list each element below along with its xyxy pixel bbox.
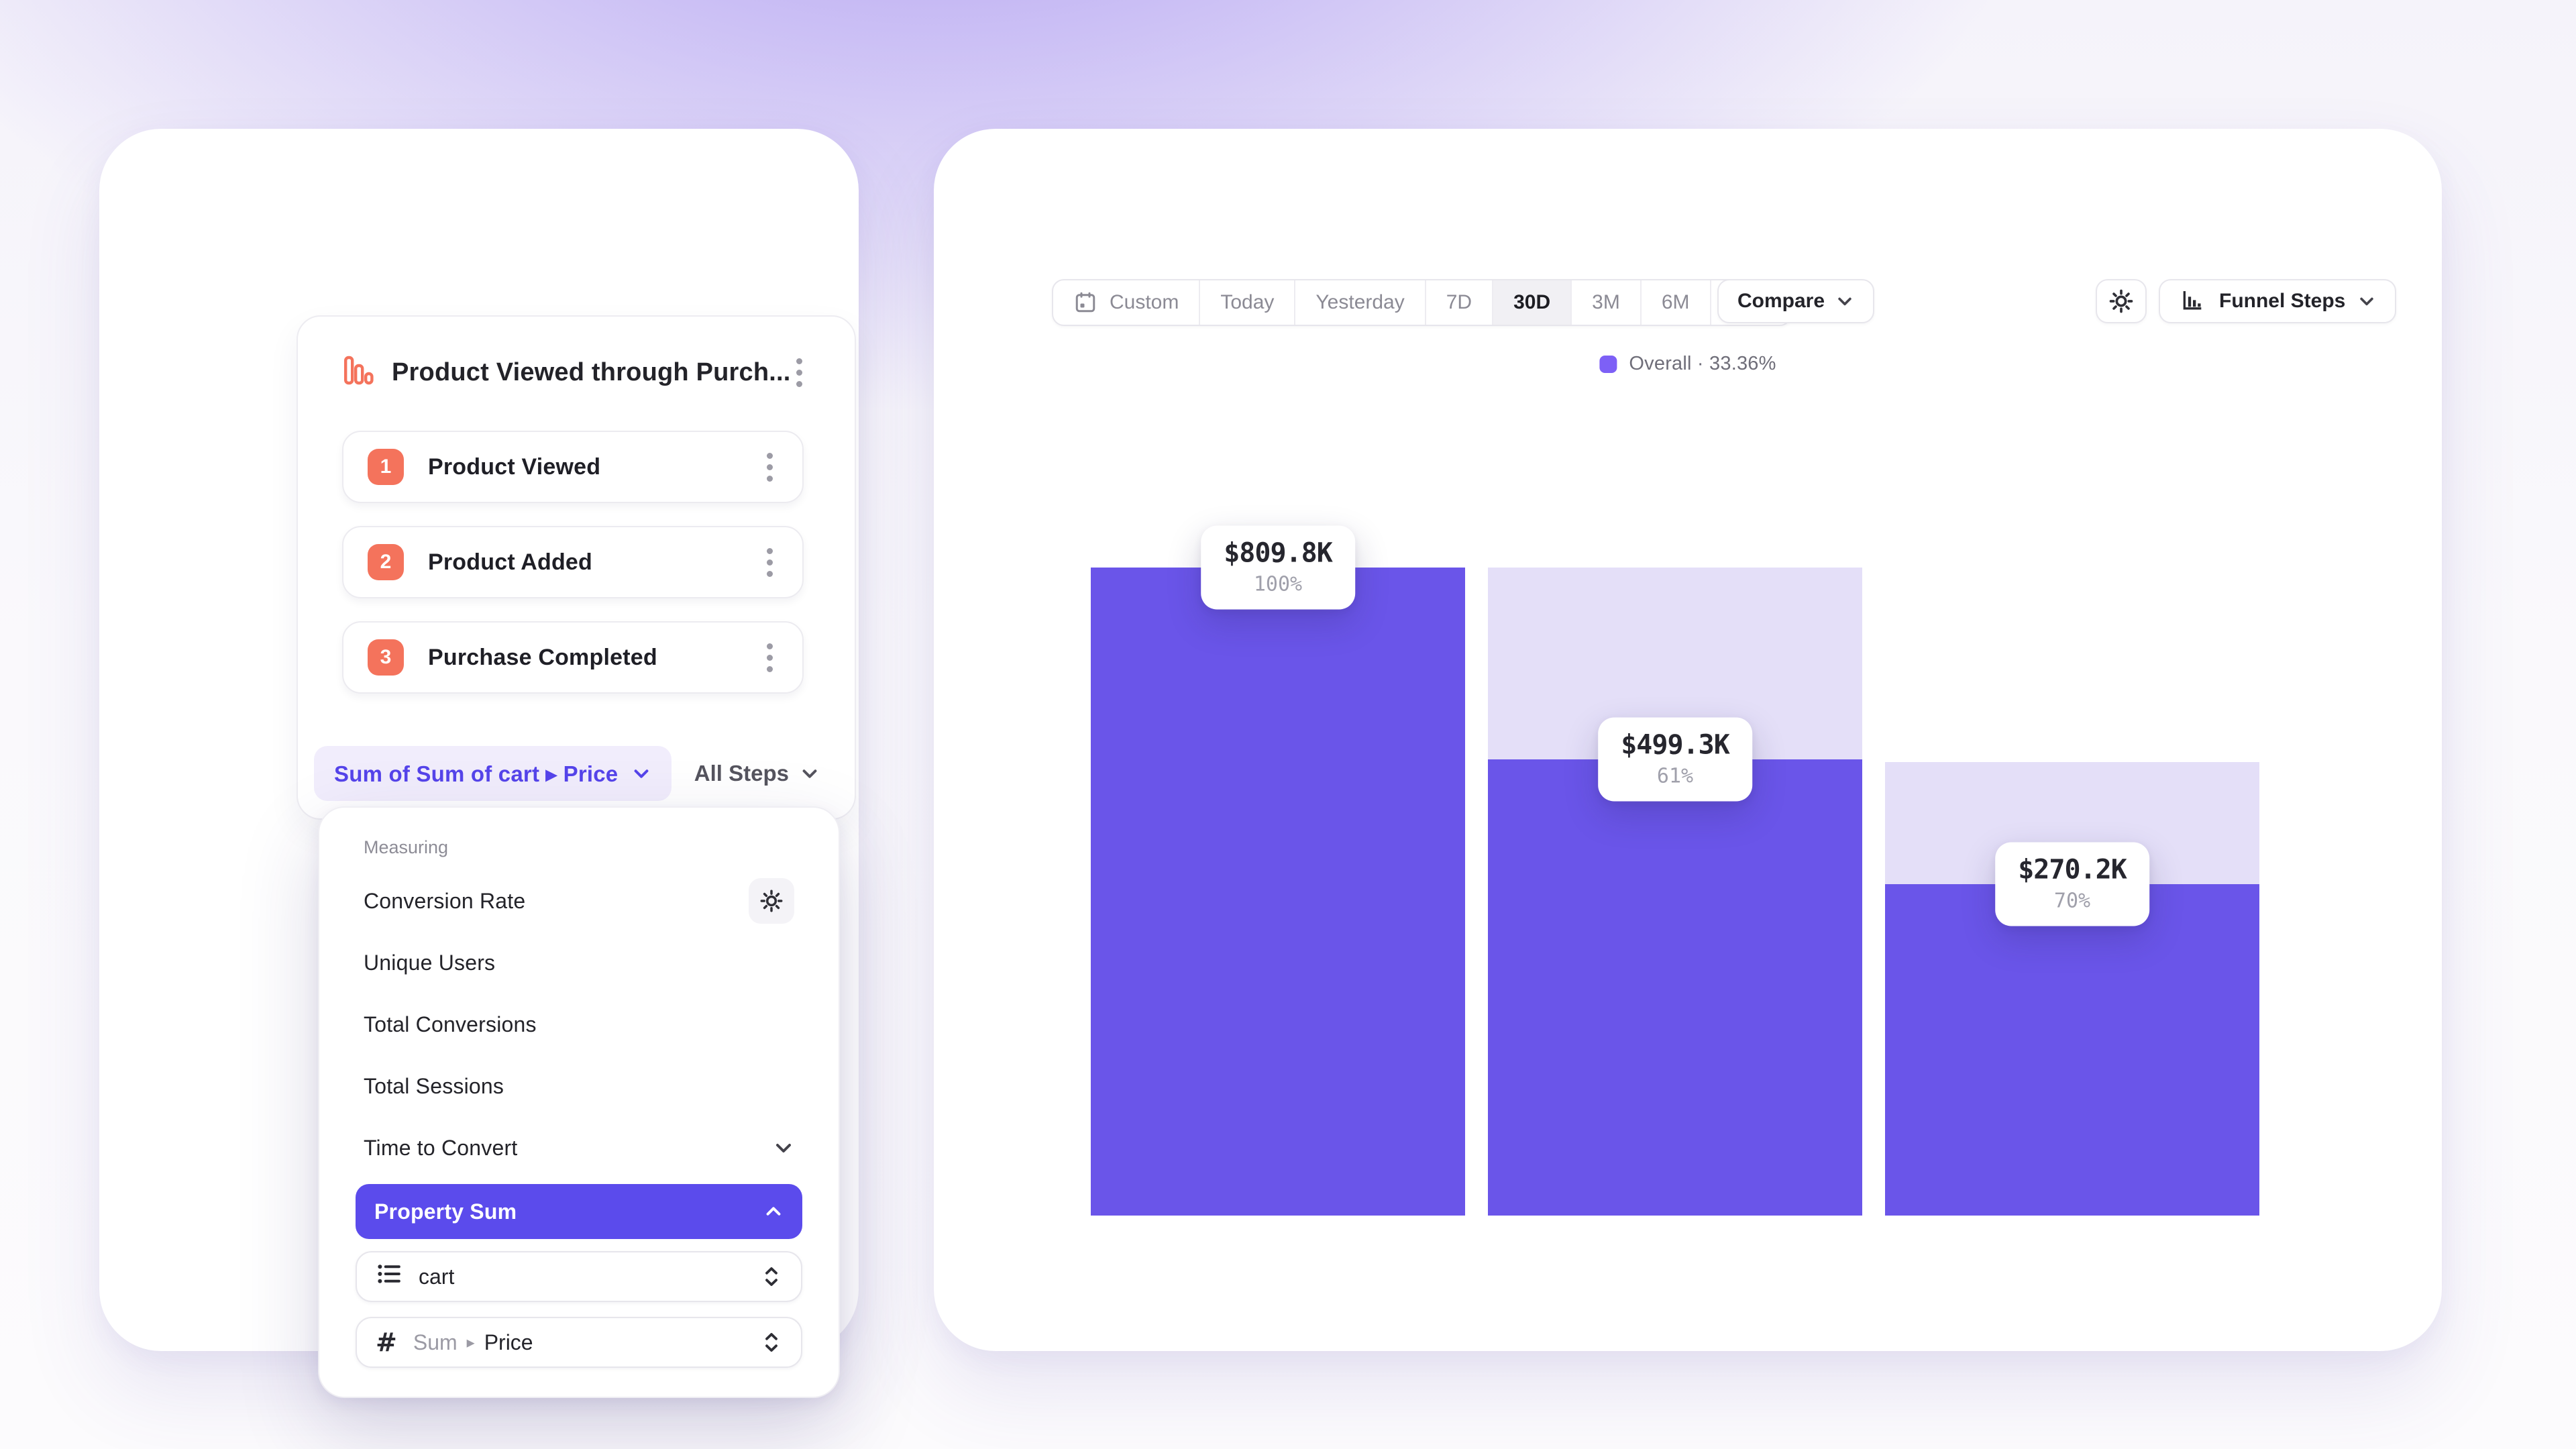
bar-value: $809.8K	[1224, 537, 1333, 569]
funnel-bar-group-1: $809.8K 100%	[1091, 525, 1465, 1216]
steps-scope-dropdown[interactable]: All Steps	[694, 761, 820, 786]
breadcrumb-arrow: ▸	[466, 1333, 475, 1352]
chart-legend: Overall · 33.36%	[1599, 353, 1776, 375]
funnel-bar-tooltip: $499.3K 61%	[1598, 717, 1752, 802]
gear-icon[interactable]	[749, 878, 794, 924]
step-number-badge: 1	[368, 449, 404, 485]
bar-percent: 70%	[2053, 889, 2091, 913]
compare-button[interactable]: Compare	[1717, 279, 1875, 323]
chevron-down-icon	[773, 1137, 794, 1159]
legend-label: Overall · 33.36%	[1629, 353, 1776, 374]
range-yesterday[interactable]: Yesterday	[1294, 280, 1424, 325]
menu-item-time-to-convert[interactable]: Time to Convert	[356, 1117, 802, 1179]
steps-scope-label: All Steps	[694, 761, 789, 786]
chevron-down-icon	[2357, 292, 2376, 311]
property-select[interactable]: cart	[356, 1251, 802, 1302]
menu-item-total-sessions[interactable]: Total Sessions	[364, 1073, 504, 1098]
funnel-step-row[interactable]: 2 Product Added	[342, 526, 804, 598]
bar-percent: 100%	[1253, 572, 1303, 596]
select-chevrons-icon	[761, 1330, 782, 1354]
funnel-bar-group-3: $270.2K 70%	[1885, 762, 2259, 1216]
step-label: Product Added	[428, 549, 592, 575]
range-today[interactable]: Today	[1199, 280, 1294, 325]
query-title: Product Viewed through Purch...	[392, 358, 791, 386]
step-number-badge: 3	[368, 639, 404, 676]
property-select-value: cart	[419, 1264, 455, 1289]
chevron-down-icon	[631, 763, 651, 784]
menu-item-total-conversions[interactable]: Total Conversions	[364, 1012, 537, 1036]
funnel-steps-list: 1 Product Viewed 2 Product Added 3 Purch…	[342, 431, 804, 694]
query-footer: Sum of Sum of cart ▸ Price All Steps	[314, 746, 820, 801]
range-7d[interactable]: 7D	[1424, 280, 1492, 325]
funnel-builder-panel: Product Viewed through Purch... 1 Produc…	[99, 129, 859, 1398]
bar-percent: 61%	[1656, 764, 1694, 788]
kebab-menu-icon[interactable]	[761, 543, 778, 582]
range-30d-selected[interactable]: 30D	[1492, 280, 1571, 325]
bar-value: $270.2K	[2018, 854, 2127, 885]
measure-dropdown[interactable]: Sum of Sum of cart ▸ Price	[314, 746, 672, 801]
list-icon	[376, 1260, 402, 1293]
chevron-down-icon	[1835, 292, 1854, 311]
range-3m[interactable]: 3M	[1570, 280, 1640, 325]
funnel-chart-icon	[342, 354, 374, 392]
funnel-bar-tooltip: $270.2K 70%	[1995, 842, 2149, 926]
kebab-menu-icon[interactable]	[761, 447, 778, 487]
chart-toolbar: Custom Today Yesterday 7D 30D 3M 6M 12M …	[934, 279, 2442, 326]
aggregation-select-value: Sum ▸ Price	[413, 1330, 533, 1354]
menu-item-property-sum-selected[interactable]: Property Sum	[356, 1184, 802, 1239]
chart-view-selector[interactable]: Funnel Steps	[2159, 279, 2397, 323]
funnel-bar[interactable]	[1885, 884, 2259, 1216]
funnel-bar[interactable]	[1091, 568, 1465, 1216]
chevron-up-icon	[763, 1201, 784, 1222]
legend-swatch	[1599, 355, 1617, 373]
funnel-bar-chart: $809.8K 100% $499.3K 61% $270.2K 70%	[934, 129, 2442, 1351]
bar-chart-icon	[2179, 288, 2206, 315]
range-6m[interactable]: 6M	[1640, 280, 1710, 325]
query-header: Product Viewed through Purch...	[298, 317, 855, 392]
funnel-query-card: Product Viewed through Purch... 1 Produc…	[297, 315, 856, 820]
kebab-menu-icon[interactable]	[761, 638, 778, 678]
bar-value: $499.3K	[1621, 729, 1730, 761]
funnel-chart-panel: Custom Today Yesterday 7D 30D 3M 6M 12M …	[934, 129, 2442, 1351]
funnel-bar[interactable]	[1488, 759, 1862, 1216]
kebab-menu-icon[interactable]	[791, 353, 808, 392]
funnel-bar-tooltip: $809.8K 100%	[1201, 525, 1355, 610]
menu-section-label: Measuring	[364, 837, 449, 857]
chart-settings-button[interactable]	[2096, 279, 2147, 323]
measure-dropdown-label: Sum of Sum of cart ▸ Price	[334, 761, 619, 786]
calendar-icon	[1073, 290, 1097, 315]
funnel-bar-group-2: $499.3K 61%	[1488, 568, 1862, 1216]
select-chevrons-icon	[761, 1265, 782, 1289]
step-label: Purchase Completed	[428, 644, 657, 670]
menu-item-conversion-rate[interactable]: Conversion Rate	[356, 870, 802, 932]
hash-icon: #	[376, 1328, 397, 1357]
measuring-dropdown-menu: Measuring Conversion Rate Unique Users T	[318, 806, 840, 1398]
step-number-badge: 2	[368, 544, 404, 580]
funnel-step-row[interactable]: 3 Purchase Completed	[342, 621, 804, 694]
chevron-down-icon	[800, 763, 820, 784]
funnel-step-row[interactable]: 1 Product Viewed	[342, 431, 804, 503]
step-label: Product Viewed	[428, 453, 601, 480]
menu-list: Conversion Rate Unique Users Total Conve…	[356, 870, 802, 1368]
aggregation-select[interactable]: # Sum ▸ Price	[356, 1317, 802, 1368]
menu-item-unique-users[interactable]: Unique Users	[364, 950, 496, 975]
range-custom[interactable]: Custom	[1053, 280, 1199, 325]
gear-icon	[2108, 288, 2135, 315]
